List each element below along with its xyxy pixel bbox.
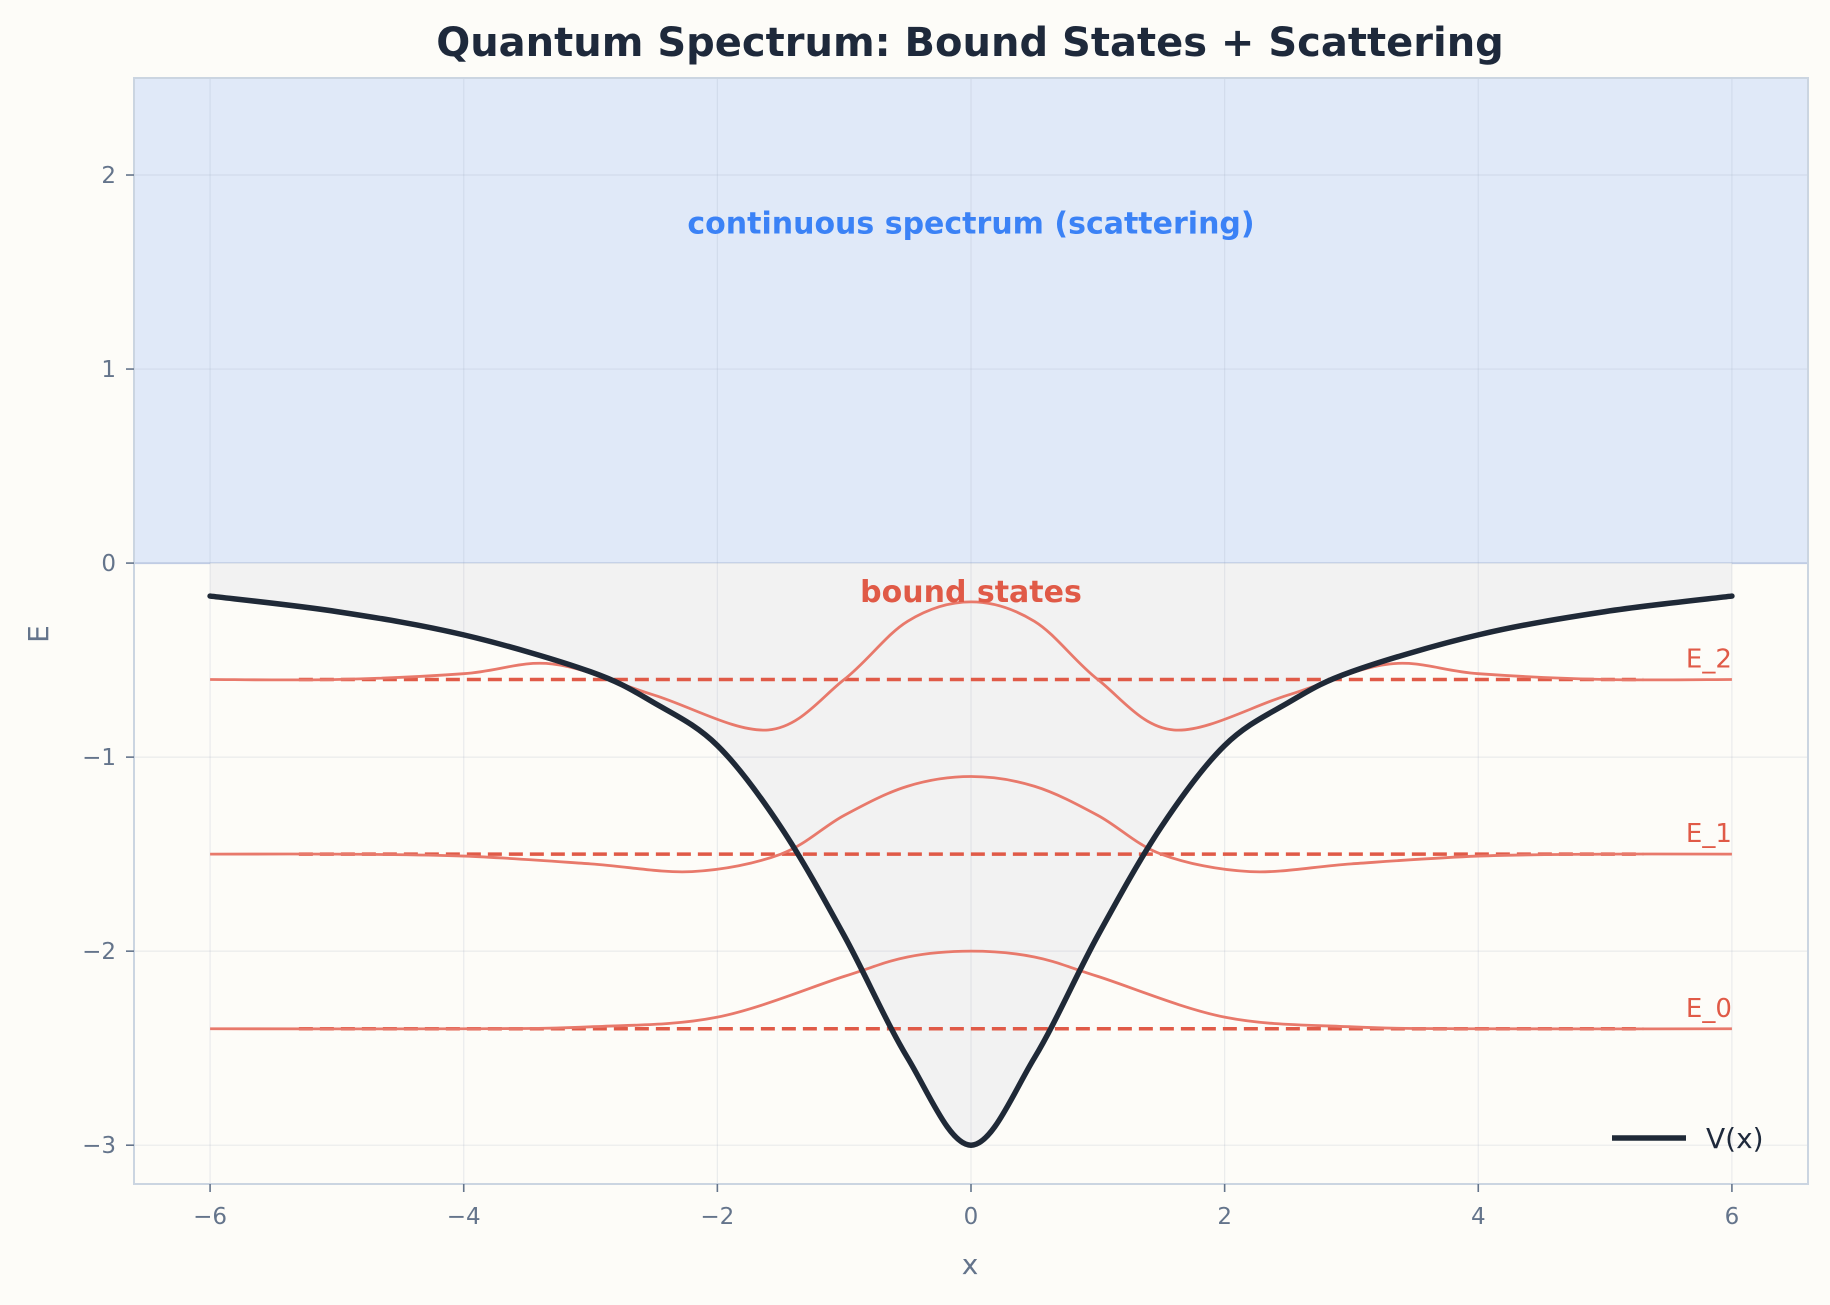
y-tick-label: 0 [101, 551, 116, 577]
potential-curve [207, 593, 1735, 1148]
x-tick-label: 4 [1471, 1204, 1486, 1230]
level-label-e2: E_2 [1686, 645, 1732, 675]
bound-states-annotation: bound states [860, 575, 1082, 610]
level-label-e0: E_0 [1686, 994, 1732, 1024]
y-tick-label: −1 [82, 745, 116, 771]
plot-area: E_0 E_1 E_2 continuous spectrum (scattering… [82, 77, 1809, 1230]
wavefunction-e0 [210, 949, 1732, 1031]
wavefunction-e2 [210, 600, 1732, 732]
x-tick-label: 2 [1217, 1204, 1232, 1230]
x-tick-label: −6 [193, 1204, 227, 1230]
continuum-region [134, 78, 1808, 564]
x-tick-label: 6 [1725, 1204, 1740, 1230]
level-label-e1: E_1 [1686, 819, 1732, 849]
grid [134, 78, 1808, 1184]
x-tick-label: 0 [964, 1204, 979, 1230]
y-tick-label: 1 [101, 357, 116, 383]
y-tick-label: −3 [82, 1133, 116, 1159]
y-tick-label: −2 [82, 939, 116, 965]
continuum-annotation: continuous spectrum (scattering) [687, 207, 1254, 242]
wavefunction-e1 [210, 775, 1732, 874]
y-axis-label: E [22, 625, 55, 643]
x-axis-label: x [962, 1248, 979, 1281]
y-tick-label: 2 [101, 163, 116, 189]
chart-title: Quantum Spectrum: Bound States + Scatter… [436, 20, 1504, 66]
x-tick-label: −2 [700, 1204, 734, 1230]
legend: V(x) [1612, 1122, 1764, 1155]
legend-label-potential: V(x) [1706, 1122, 1764, 1155]
x-tick-label: −4 [447, 1204, 481, 1230]
